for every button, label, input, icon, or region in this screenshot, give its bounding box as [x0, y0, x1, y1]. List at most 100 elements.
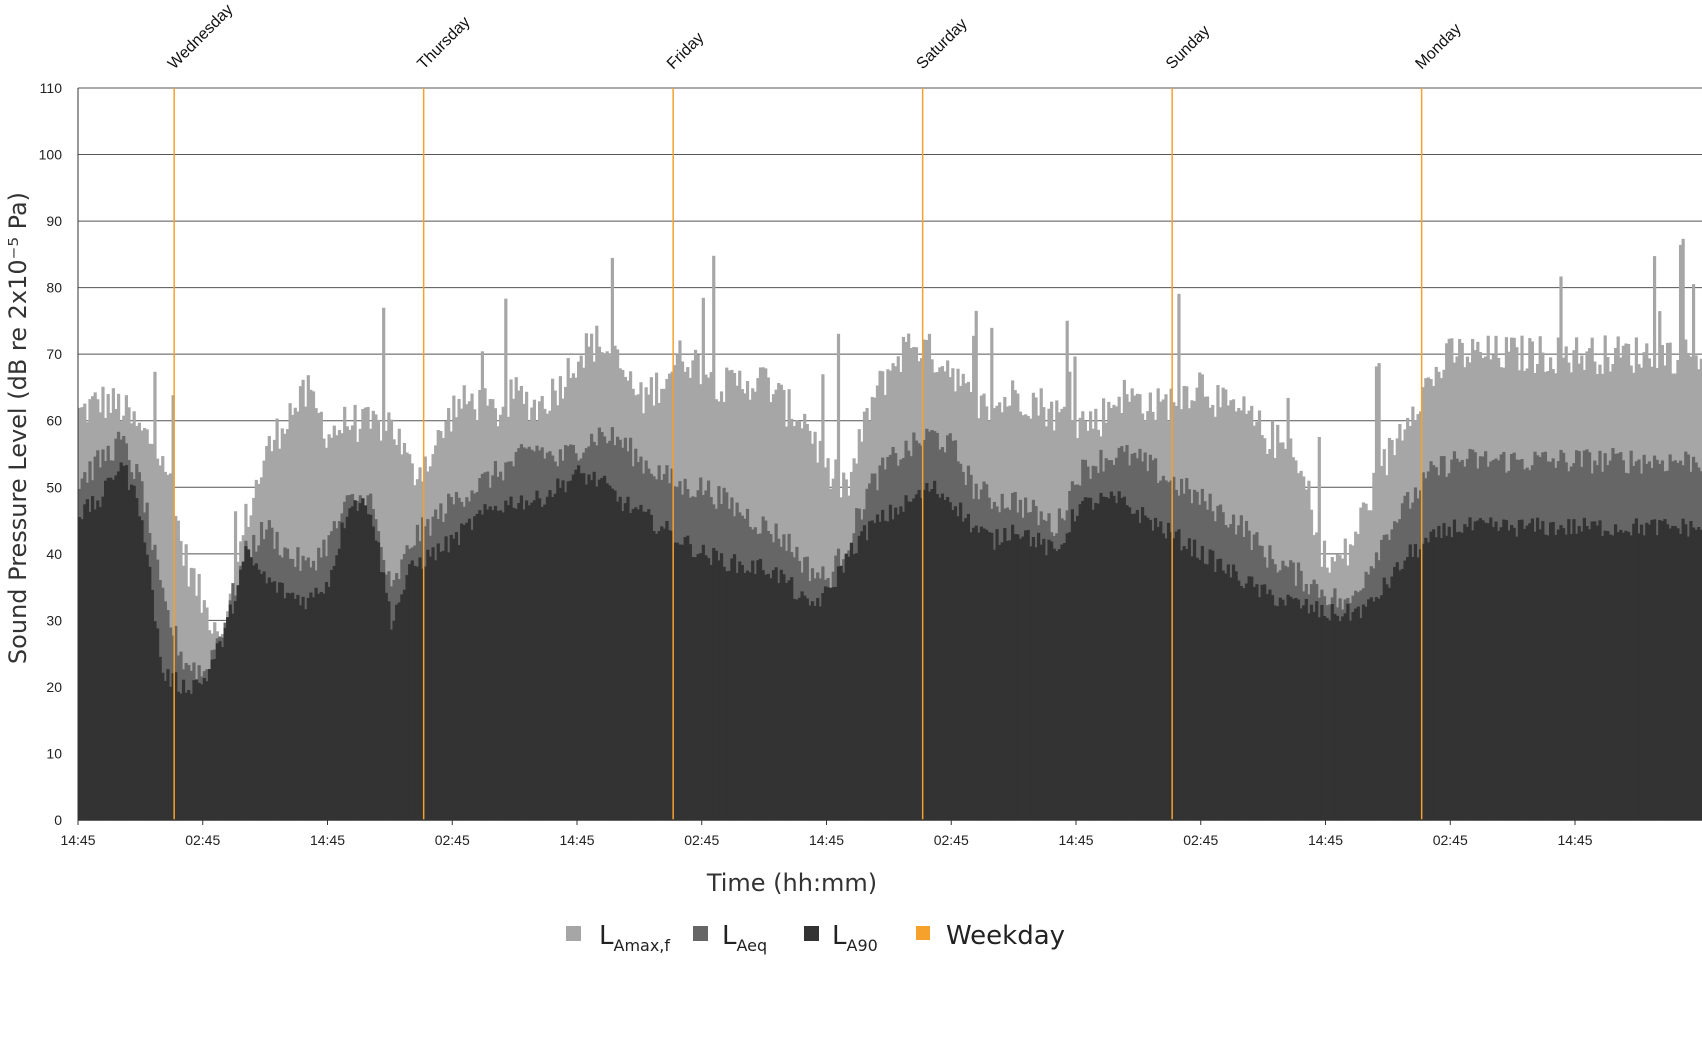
bar-la90: [1512, 527, 1516, 820]
bar-la90: [787, 580, 791, 820]
bar-la90: [1120, 497, 1124, 820]
bar-la90: [839, 565, 843, 820]
bar-la90: [904, 495, 908, 820]
bar-la90: [1533, 531, 1537, 820]
bar-la90: [392, 620, 396, 820]
bar-la90: [270, 582, 274, 820]
bar-la90: [1554, 534, 1558, 820]
bar-la90: [771, 570, 776, 820]
bar-la90: [1159, 521, 1163, 820]
bar-la90: [496, 510, 500, 820]
bar-la90: [725, 571, 729, 820]
bar-la90: [142, 542, 147, 820]
bar-la90: [1497, 530, 1501, 820]
bar-la90: [293, 598, 297, 820]
bar-la90: [1645, 522, 1649, 820]
bar-la90: [1525, 525, 1529, 820]
bar-la90: [1122, 496, 1126, 820]
bar-la90: [961, 521, 965, 820]
bar-la90: [210, 659, 214, 820]
bar-la90: [1489, 517, 1493, 820]
bar-la90: [1419, 549, 1423, 820]
bar-la90: [667, 530, 672, 820]
bar-la90: [1491, 527, 1496, 820]
bar-la90: [1096, 503, 1100, 820]
bar-la90: [1296, 599, 1301, 820]
bar-la90: [421, 568, 425, 820]
x-tick-label: 14:45: [809, 832, 844, 848]
bar-la90: [888, 504, 893, 820]
bar-la90: [96, 500, 100, 820]
bar-la90: [571, 474, 576, 820]
bar-la90: [127, 490, 131, 820]
bar-la90: [1445, 535, 1449, 820]
bar-la90: [1328, 620, 1332, 820]
bar-la90: [405, 575, 409, 820]
bar-la90: [1408, 544, 1412, 820]
bar-la90: [1247, 576, 1251, 820]
bar-la90: [1140, 507, 1145, 820]
bar-la90: [821, 593, 825, 820]
y-tick-label: 110: [40, 80, 63, 96]
bar-la90: [761, 570, 765, 820]
bar-la90: [917, 489, 921, 820]
bar-la90: [769, 578, 773, 820]
bar-la90: [275, 592, 279, 820]
bar-la90: [1413, 544, 1418, 820]
bar-la90: [116, 471, 121, 820]
bar-la90: [930, 489, 934, 820]
bar-la90: [439, 551, 443, 820]
bar-la90: [636, 509, 640, 820]
bar-la90: [231, 613, 235, 820]
bar-la90: [1073, 521, 1077, 820]
bar-la90: [605, 483, 609, 820]
bar-la90: [1052, 548, 1056, 820]
bar-la90: [1229, 577, 1233, 820]
bar-la90: [875, 514, 880, 820]
bar-la90: [1325, 617, 1329, 820]
bar-la90: [192, 680, 196, 820]
bar-la90: [426, 549, 430, 820]
bar-la90: [753, 574, 757, 820]
bar-la90: [558, 487, 563, 820]
bar-la90: [402, 589, 407, 820]
bar-la90: [797, 597, 802, 820]
bar-la90: [1528, 523, 1532, 820]
bar-la90: [927, 491, 932, 820]
bar-la90: [678, 544, 682, 820]
bar-la90: [1156, 526, 1160, 820]
x-tick-label: 02:45: [1183, 832, 1218, 848]
bar-la90: [1676, 528, 1680, 820]
bar-la90: [1590, 521, 1594, 820]
bar-la90: [1273, 605, 1277, 820]
bar-la90: [1655, 535, 1659, 820]
bar-la90: [1322, 615, 1327, 820]
bar-la90: [1416, 557, 1420, 820]
bar-la90: [1341, 616, 1345, 820]
bar-la90: [176, 691, 180, 820]
bar-la90: [540, 506, 544, 820]
bar-la90: [340, 522, 344, 820]
bar-la90: [1432, 529, 1436, 820]
bar-la90: [1650, 519, 1654, 820]
bar-la90: [779, 569, 783, 820]
bar-la90: [1395, 562, 1399, 820]
bar-la90: [1021, 536, 1025, 820]
bar-la90: [901, 511, 906, 820]
bar-la90: [1572, 519, 1576, 820]
bar-la90: [647, 509, 651, 820]
bar-la90: [979, 526, 984, 820]
bar-la90: [1130, 513, 1134, 820]
bar-la90: [1239, 586, 1243, 820]
bar-la90: [1406, 557, 1410, 820]
bar-la90: [1460, 532, 1464, 820]
bar-la90: [1169, 532, 1173, 820]
bar-la90: [1172, 538, 1176, 820]
bar-la90: [1125, 505, 1129, 820]
bar-la90: [1179, 550, 1184, 820]
bar-la90: [784, 582, 789, 820]
x-tick-label: 02:45: [934, 832, 969, 848]
bar-la90: [935, 494, 939, 820]
y-tick-label: 0: [54, 812, 62, 828]
bar-la90: [584, 484, 588, 820]
